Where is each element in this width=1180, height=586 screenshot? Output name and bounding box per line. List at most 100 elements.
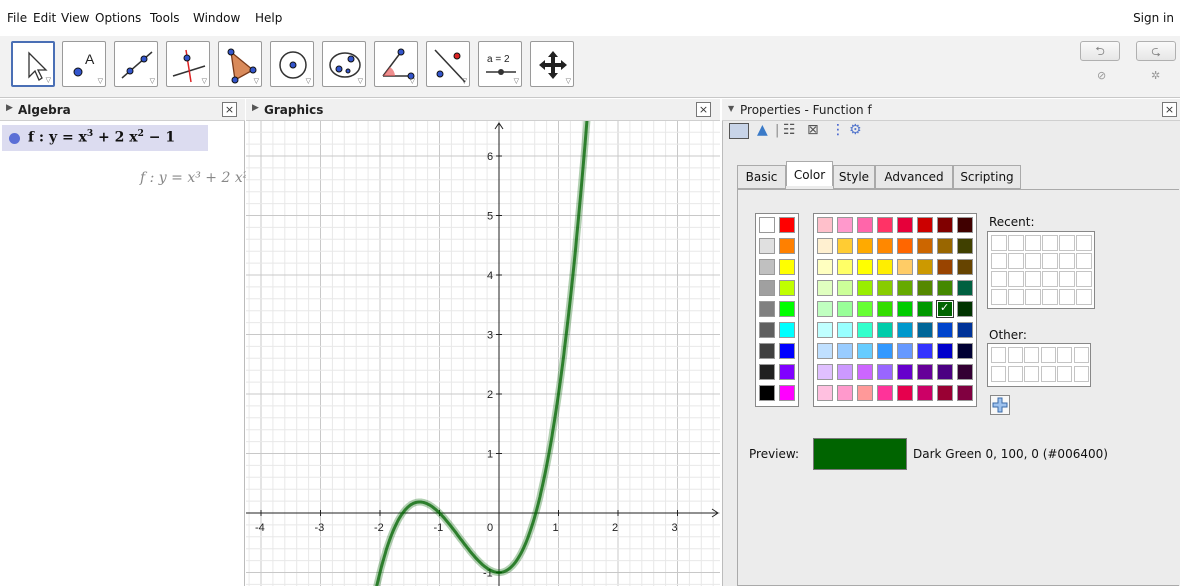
move-graphics-tool-button[interactable]: ▽ bbox=[530, 41, 574, 87]
perpendicular-tool-button[interactable]: ▽ bbox=[166, 41, 210, 87]
color-swatch[interactable] bbox=[957, 343, 973, 359]
conic-tool-button[interactable]: ▽ bbox=[322, 41, 366, 87]
color-swatch[interactable] bbox=[837, 259, 853, 275]
menu-options[interactable]: Options bbox=[95, 11, 142, 25]
recent-color-cell[interactable] bbox=[1042, 235, 1058, 251]
color-swatch[interactable] bbox=[897, 301, 913, 317]
point-tool-button[interactable]: A ▽ bbox=[62, 41, 106, 87]
menu-file[interactable]: File bbox=[7, 11, 28, 25]
menu-edit[interactable]: Edit bbox=[33, 11, 57, 25]
color-swatch[interactable] bbox=[779, 259, 795, 275]
other-color-cell[interactable] bbox=[1073, 347, 1089, 363]
color-swatch[interactable] bbox=[917, 259, 933, 275]
move-tool-button[interactable]: ▽ bbox=[11, 41, 55, 87]
color-swatch[interactable] bbox=[897, 364, 913, 380]
tab-advanced[interactable]: Advanced bbox=[875, 165, 953, 189]
color-swatch[interactable] bbox=[917, 238, 933, 254]
more-icon[interactable]: ⋮ bbox=[831, 122, 845, 138]
color-swatch[interactable] bbox=[877, 217, 893, 233]
tab-color[interactable]: Color bbox=[786, 161, 833, 186]
color-swatch[interactable] bbox=[779, 238, 795, 254]
properties-close-icon[interactable]: × bbox=[1162, 102, 1177, 117]
color-swatch[interactable] bbox=[817, 343, 833, 359]
color-swatch[interactable] bbox=[837, 385, 853, 401]
color-swatch[interactable] bbox=[817, 238, 833, 254]
color-swatch[interactable] bbox=[857, 280, 873, 296]
color-swatch[interactable] bbox=[779, 385, 795, 401]
color-swatch[interactable] bbox=[817, 280, 833, 296]
color-swatch[interactable] bbox=[837, 217, 853, 233]
other-color-cell[interactable] bbox=[1024, 347, 1039, 363]
other-color-cell[interactable] bbox=[1007, 366, 1023, 382]
color-swatch[interactable] bbox=[817, 385, 833, 401]
redo-button[interactable]: ⮎ bbox=[1136, 41, 1176, 61]
visibility-dot-icon[interactable] bbox=[9, 133, 20, 144]
color-swatch[interactable] bbox=[857, 238, 873, 254]
color-swatch[interactable] bbox=[877, 343, 893, 359]
color-swatch[interactable] bbox=[779, 217, 795, 233]
other-color-cell[interactable] bbox=[1040, 347, 1056, 363]
recent-color-cell[interactable] bbox=[1008, 253, 1024, 269]
recent-color-cell[interactable] bbox=[1076, 289, 1092, 305]
recent-color-cell[interactable] bbox=[1059, 253, 1075, 269]
color-swatch[interactable] bbox=[817, 364, 833, 380]
color-swatch[interactable] bbox=[917, 217, 933, 233]
color-swatch[interactable] bbox=[837, 280, 853, 296]
color-swatch[interactable]: ✓ bbox=[936, 300, 954, 318]
expand-arrow-icon[interactable]: ▼ bbox=[728, 104, 735, 113]
color-swatch[interactable] bbox=[857, 385, 873, 401]
color-swatch[interactable] bbox=[917, 343, 933, 359]
color-swatch[interactable] bbox=[897, 322, 913, 338]
sign-in-link[interactable]: Sign in bbox=[1133, 11, 1174, 25]
recent-color-cell[interactable] bbox=[1025, 253, 1041, 269]
menu-view[interactable]: View bbox=[61, 11, 90, 25]
color-swatch[interactable] bbox=[877, 322, 893, 338]
color-swatch[interactable] bbox=[877, 364, 893, 380]
algebra-item-f[interactable]: f : y = x3 + 2 x2 − 1 bbox=[2, 125, 208, 151]
recent-color-cell[interactable] bbox=[1025, 271, 1041, 287]
color-swatch[interactable] bbox=[937, 343, 953, 359]
color-swatch[interactable] bbox=[937, 364, 953, 380]
collapse-arrow-icon[interactable]: ▶ bbox=[252, 103, 259, 113]
color-swatch[interactable] bbox=[779, 343, 795, 359]
menu-window[interactable]: Window bbox=[193, 11, 241, 25]
gear-icon[interactable]: ✲ bbox=[1151, 69, 1161, 82]
recent-color-cell[interactable] bbox=[1042, 253, 1058, 269]
color-swatch[interactable] bbox=[759, 259, 775, 275]
color-swatch[interactable] bbox=[857, 301, 873, 317]
recent-color-cell[interactable] bbox=[991, 235, 1007, 251]
algebra-close-icon[interactable]: × bbox=[222, 102, 237, 117]
color-swatch[interactable] bbox=[957, 322, 973, 338]
help-icon[interactable]: ⊘ bbox=[1097, 69, 1107, 82]
line-tool-button[interactable]: ▽ bbox=[114, 41, 158, 87]
color-swatch[interactable] bbox=[779, 280, 795, 296]
color-swatch[interactable] bbox=[877, 385, 893, 401]
recent-color-cell[interactable] bbox=[1076, 253, 1092, 269]
color-swatch[interactable] bbox=[937, 280, 953, 296]
color-swatch[interactable] bbox=[779, 322, 795, 338]
color-swatch[interactable] bbox=[937, 259, 953, 275]
collapse-arrow-icon[interactable]: ▶ bbox=[6, 103, 13, 113]
color-swatch[interactable] bbox=[817, 301, 833, 317]
recent-color-cell[interactable] bbox=[1059, 271, 1075, 287]
other-color-cell[interactable] bbox=[991, 366, 1006, 382]
tab-scripting[interactable]: Scripting bbox=[953, 165, 1021, 189]
color-swatch[interactable] bbox=[957, 238, 973, 254]
color-swatch[interactable] bbox=[857, 322, 873, 338]
other-color-cell[interactable] bbox=[1007, 347, 1023, 363]
color-swatch[interactable] bbox=[897, 217, 913, 233]
color-swatch[interactable] bbox=[817, 217, 833, 233]
recent-color-cell[interactable] bbox=[1059, 289, 1075, 305]
color-swatch[interactable] bbox=[837, 238, 853, 254]
color-swatch[interactable] bbox=[897, 385, 913, 401]
recent-color-cell[interactable] bbox=[1076, 235, 1092, 251]
polygon-tool-button[interactable]: ▽ bbox=[218, 41, 262, 87]
color-swatch[interactable] bbox=[857, 343, 873, 359]
color-swatch[interactable] bbox=[837, 322, 853, 338]
color-swatch[interactable] bbox=[957, 385, 973, 401]
reflect-tool-button[interactable]: ▽ bbox=[426, 41, 470, 87]
slider-tool-button[interactable]: a = 2 ▽ bbox=[478, 41, 522, 87]
shape-icon[interactable]: ▲ bbox=[757, 122, 768, 138]
color-swatch[interactable] bbox=[937, 385, 953, 401]
recent-color-cell[interactable] bbox=[1059, 235, 1075, 251]
